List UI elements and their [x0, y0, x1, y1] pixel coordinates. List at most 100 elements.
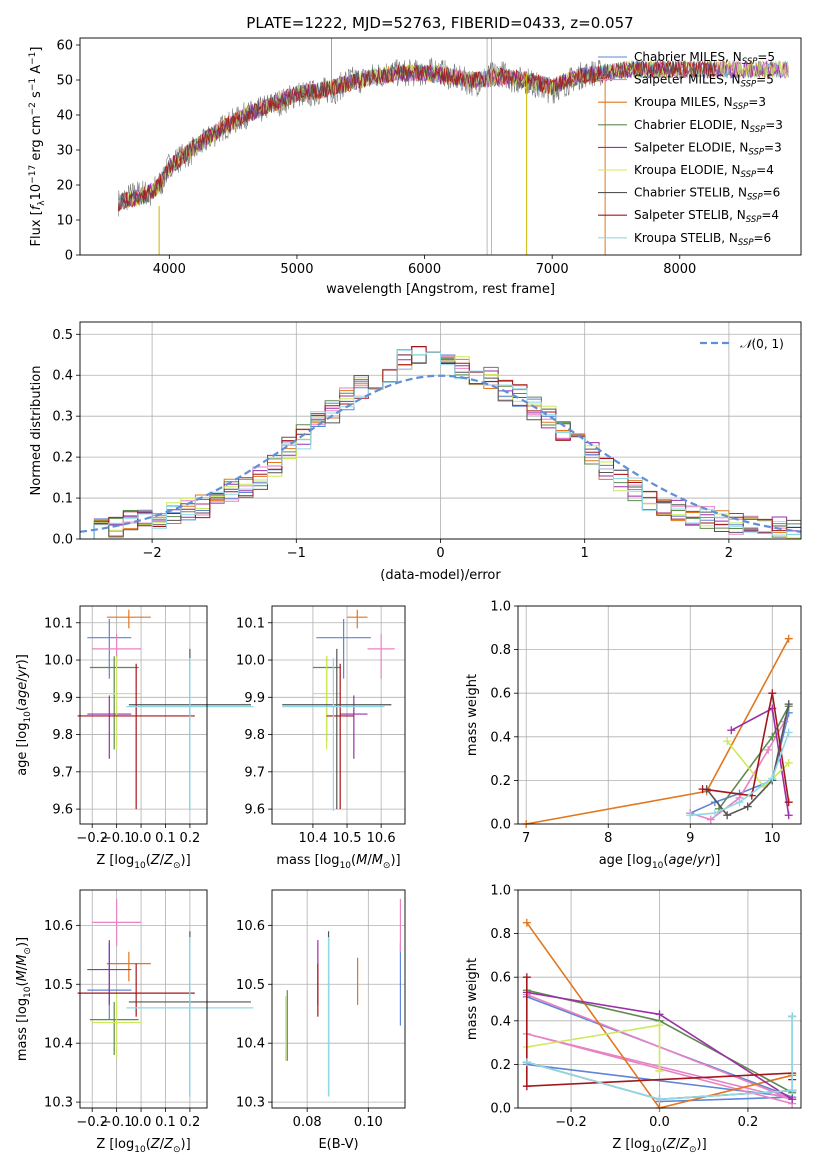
axes-frame — [271, 605, 406, 825]
y-axis-label: Flux [fλ10−17 erg cm−2 s−1 A−1] — [28, 47, 47, 247]
y-tick-label: 0.2 — [52, 451, 73, 466]
label-part: Z [log — [612, 1137, 650, 1152]
y-axis-label: mass weight — [465, 674, 480, 756]
panel-age_vs_mass: 10.4 10.5 10.6 9.6 9.7 9.8 9.9 10.0 10.1 mass [lo… — [236, 605, 406, 871]
point-marker — [522, 1082, 531, 1091]
label-part: / — [15, 677, 30, 682]
legend-label-tail: =3 — [764, 140, 782, 154]
weight-lines — [522, 918, 797, 1112]
y-tick-label: 0.0 — [490, 1102, 511, 1117]
legend-label-tail: =3 — [748, 95, 766, 109]
weight-lines — [522, 634, 793, 828]
x-tick-label: 6000 — [408, 262, 441, 277]
point-marker — [727, 726, 736, 735]
x-axis-label: mass [log10(M/M⊙)] — [276, 853, 400, 871]
x-tick-label: −0.2 — [555, 1115, 587, 1130]
legend-label-main: Chabrier MILES, N — [634, 50, 742, 64]
x-tick-label: −1 — [287, 546, 306, 561]
label-part: 10 — [340, 861, 352, 871]
legend-label-sub: SSP — [746, 215, 762, 225]
x-tick-label: 0.2 — [180, 831, 201, 846]
errorbars — [77, 898, 254, 1097]
x-tick-label: −0.2 — [76, 831, 108, 846]
x-tick-label: 5000 — [280, 262, 313, 277]
y-axis-label: mass [log10(M/M⊙)] — [15, 937, 33, 1061]
x-tick-label: 0.10 — [354, 1115, 383, 1130]
x-tick-label: −0.2 — [76, 1115, 108, 1130]
y-tick-label: 10.1 — [44, 616, 73, 631]
y-tick-label: 9.8 — [244, 728, 265, 743]
y-tick-label: 9.8 — [52, 728, 73, 743]
label-part: / — [693, 853, 698, 868]
label-part: 𝒩 — [740, 337, 755, 351]
legend-label-tail: =5 — [756, 73, 774, 87]
legend-label-tail: =4 — [761, 208, 779, 222]
y-tick-label: 0.4 — [490, 1014, 511, 1029]
legend-label-main: Salpeter ELODIE, N — [634, 140, 748, 154]
label-part: Z [log — [96, 853, 134, 868]
label-part: age — [668, 853, 692, 868]
x-tick-label: 0.1 — [155, 1115, 176, 1130]
axes-frame — [79, 321, 802, 540]
panel-mass_vs_EBV: 0.08 0.10 10.3 10.4 10.5 10.6 E(B-V) — [236, 889, 406, 1152]
label-part: ( — [146, 1137, 151, 1152]
legend-label-sub: SSP — [742, 57, 758, 67]
x-tick-label: 7 — [522, 831, 530, 846]
label-part: M — [15, 955, 30, 966]
errorbars — [77, 609, 254, 811]
label-part: 10 — [23, 711, 33, 723]
point-marker — [784, 811, 793, 820]
x-tick-label: 4000 — [153, 262, 186, 277]
y-tick-label: 10.0 — [44, 654, 73, 669]
series-line-salpeter-stelib — [702, 693, 790, 803]
label-part: )] — [181, 853, 191, 868]
point-marker — [655, 1095, 664, 1104]
y-tick-label: 60 — [56, 39, 73, 54]
label-part: ( — [15, 706, 30, 711]
legend-label-sub: SSP — [738, 238, 754, 248]
y-tick-label: 9.7 — [52, 765, 73, 780]
label-part: Z — [163, 853, 174, 868]
point-marker — [723, 737, 732, 746]
label-part: 10 — [134, 861, 146, 871]
label-part: Z — [150, 1137, 161, 1152]
label-part: −1 — [28, 78, 38, 91]
x-tick-label: −0.1 — [101, 1115, 133, 1130]
errorbars — [282, 609, 395, 811]
y-axis-label: Normed distribution — [29, 366, 44, 496]
label-part: )] — [710, 853, 720, 868]
x-tick-label: 8 — [604, 831, 612, 846]
label-part: Z — [666, 1137, 677, 1152]
point-marker — [784, 700, 793, 709]
y-axis-label: age [log10(age/yr)] — [15, 654, 33, 776]
y-tick-label: 50 — [56, 74, 73, 89]
y-tick-label: 0.5 — [52, 328, 73, 343]
point-marker — [686, 811, 695, 820]
y-tick-label: 0.6 — [490, 971, 511, 986]
label-part: ⊙ — [173, 1145, 181, 1155]
label-part: mass weight — [465, 674, 480, 756]
legend-label-main: Kroupa ELODIE, N — [634, 163, 741, 177]
y-tick-label: 0.4 — [52, 369, 73, 384]
axes-frame — [79, 605, 208, 825]
label-part: ] — [29, 47, 44, 52]
label-part: 10 — [650, 1145, 662, 1155]
point-marker — [655, 1066, 664, 1075]
label-part: )] — [15, 654, 30, 664]
y-tick-label: 0 — [65, 249, 73, 264]
axes-frame — [271, 889, 406, 1109]
label-part: age [log — [15, 723, 30, 776]
x-tick-label: 0.0 — [131, 1115, 152, 1130]
label-part: ( — [663, 853, 668, 868]
label-part: / — [676, 1137, 681, 1152]
y-tick-label: 9.9 — [52, 691, 73, 706]
label-part: 10 — [134, 1145, 146, 1155]
x-tick-label: 0.2 — [180, 1115, 201, 1130]
errorbars — [285, 898, 402, 1097]
x-tick-label: −0.1 — [101, 831, 133, 846]
point-marker — [768, 774, 777, 783]
x-tick-label: 9 — [686, 831, 694, 846]
